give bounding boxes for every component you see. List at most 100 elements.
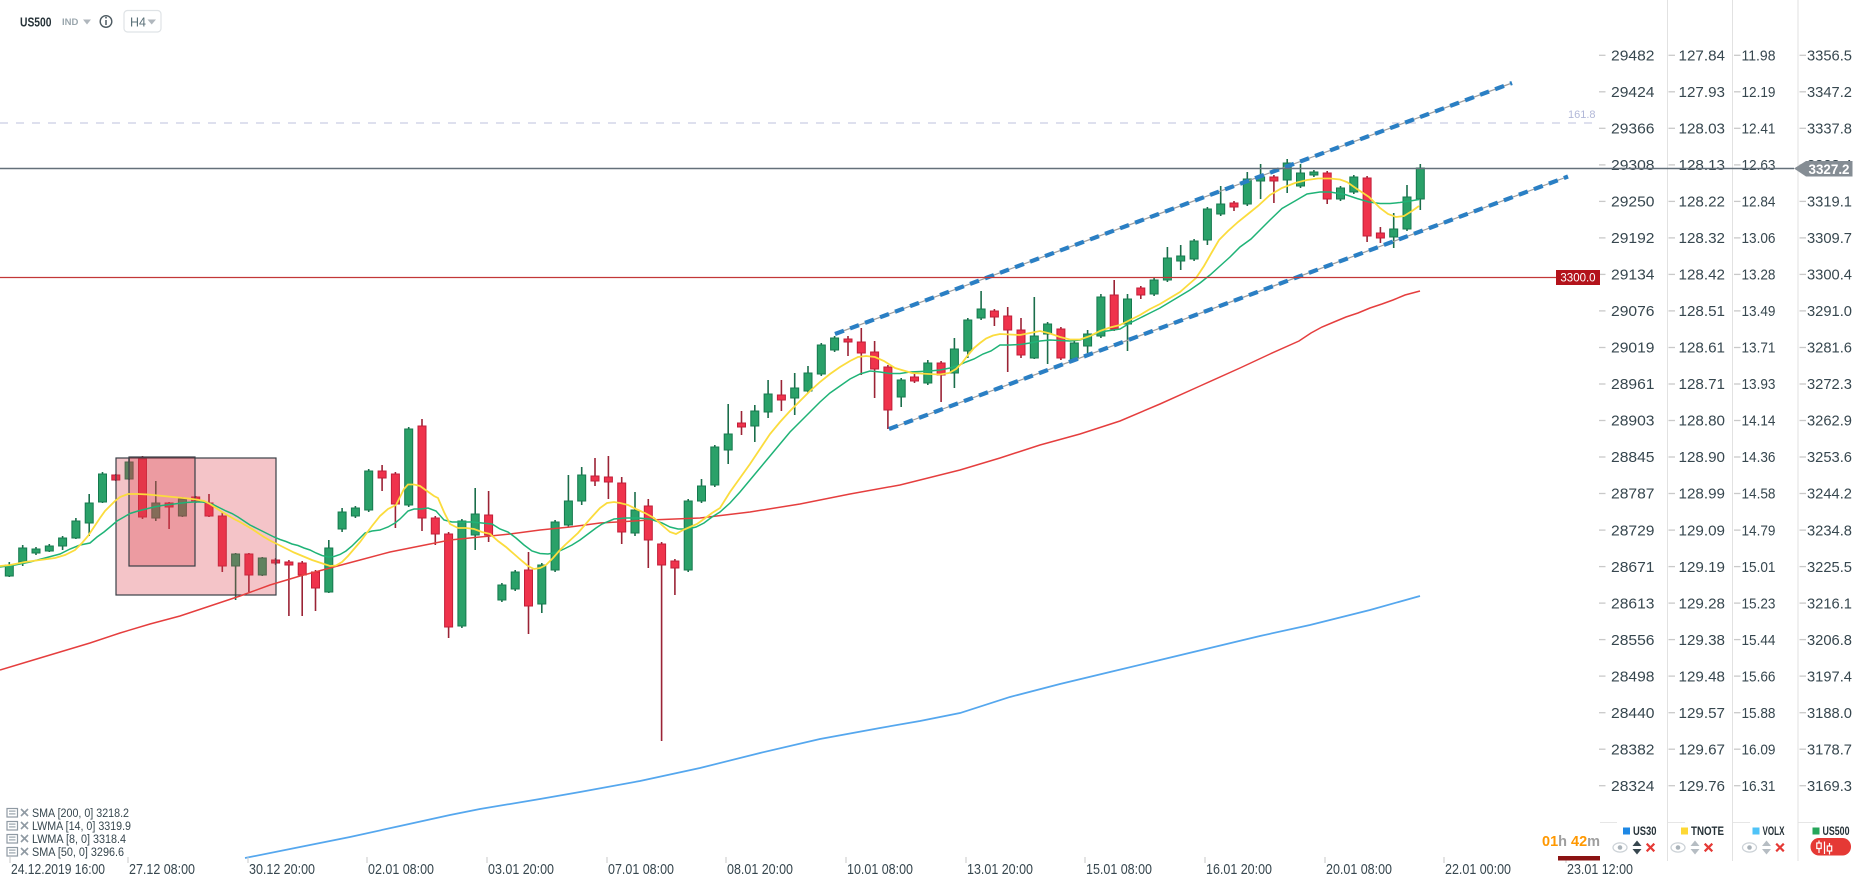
svg-text:128.61: 128.61	[1679, 340, 1726, 357]
svg-text:US500: US500	[1823, 826, 1850, 838]
svg-text:28556: 28556	[1611, 632, 1655, 649]
svg-text:16.01 20:00: 16.01 20:00	[1206, 861, 1272, 878]
svg-text:15.01: 15.01	[1742, 559, 1776, 576]
svg-text:14.79: 14.79	[1742, 522, 1776, 539]
svg-text:12.41: 12.41	[1742, 121, 1776, 138]
svg-text:24.12.2019 16:00: 24.12.2019 16:00	[11, 861, 105, 878]
svg-text:SMA [200, 0] 3218.2: SMA [200, 0] 3218.2	[32, 808, 129, 820]
svg-text:28787: 28787	[1611, 486, 1655, 503]
svg-text:128.51: 128.51	[1679, 303, 1726, 320]
svg-text:129.28: 129.28	[1679, 595, 1726, 612]
svg-text:129.57: 129.57	[1679, 705, 1726, 722]
svg-text:127.84: 127.84	[1679, 48, 1726, 65]
svg-text:01h 42m: 01h 42m	[1542, 834, 1600, 850]
svg-text:11.98: 11.98	[1742, 48, 1776, 65]
svg-text:02.01 08:00: 02.01 08:00	[368, 861, 434, 878]
svg-text:16.09: 16.09	[1742, 741, 1776, 758]
svg-text:128.13: 128.13	[1679, 157, 1726, 174]
svg-text:128.71: 128.71	[1679, 376, 1726, 393]
svg-text:28613: 28613	[1611, 595, 1655, 612]
svg-text:3300.0: 3300.0	[1560, 273, 1595, 285]
svg-text:3337.8: 3337.8	[1807, 121, 1852, 138]
svg-text:129.38: 129.38	[1679, 632, 1726, 649]
svg-text:3178.7: 3178.7	[1807, 741, 1852, 758]
svg-text:129.76: 129.76	[1679, 778, 1726, 795]
svg-text:13.49: 13.49	[1742, 303, 1776, 320]
svg-text:29424: 29424	[1611, 84, 1655, 101]
svg-text:LWMA [8, 0] 3318.4: LWMA [8, 0] 3318.4	[32, 834, 127, 846]
svg-text:28324: 28324	[1611, 778, 1655, 795]
svg-text:129.48: 129.48	[1679, 668, 1726, 685]
svg-text:LWMA [14, 0] 3319.9: LWMA [14, 0] 3319.9	[32, 821, 131, 833]
svg-text:30.12 20:00: 30.12 20:00	[249, 861, 315, 878]
svg-text:H4: H4	[130, 16, 146, 30]
svg-text:28729: 28729	[1611, 522, 1655, 539]
svg-text:129.67: 129.67	[1679, 741, 1726, 758]
svg-text:12.63: 12.63	[1742, 157, 1776, 174]
svg-text:28845: 28845	[1611, 449, 1655, 466]
svg-text:129.09: 129.09	[1679, 522, 1726, 539]
svg-text:3244.2: 3244.2	[1807, 486, 1852, 503]
svg-text:20.01 08:00: 20.01 08:00	[1326, 861, 1392, 878]
svg-text:03.01 20:00: 03.01 20:00	[488, 861, 554, 878]
svg-text:3188.0: 3188.0	[1807, 705, 1852, 722]
svg-text:13.93: 13.93	[1742, 376, 1776, 393]
svg-text:13.01 20:00: 13.01 20:00	[967, 861, 1033, 878]
svg-text:28961: 28961	[1611, 376, 1655, 393]
svg-text:128.32: 128.32	[1679, 230, 1726, 247]
svg-text:128.42: 128.42	[1679, 267, 1726, 284]
svg-text:128.90: 128.90	[1679, 449, 1726, 466]
svg-text:28671: 28671	[1611, 559, 1655, 576]
svg-text:3216.1: 3216.1	[1807, 595, 1852, 612]
svg-text:3169.3: 3169.3	[1807, 778, 1852, 795]
svg-text:3206.8: 3206.8	[1807, 632, 1852, 649]
svg-text:3309.7: 3309.7	[1807, 230, 1852, 247]
svg-text:28498: 28498	[1611, 668, 1655, 685]
svg-text:08.01 20:00: 08.01 20:00	[727, 861, 793, 878]
svg-text:14.36: 14.36	[1742, 449, 1776, 466]
svg-text:15.23: 15.23	[1742, 595, 1776, 612]
svg-text:12.19: 12.19	[1742, 84, 1776, 101]
svg-text:23.01 12:00: 23.01 12:00	[1567, 861, 1633, 878]
svg-text:28903: 28903	[1611, 413, 1655, 430]
svg-text:29250: 29250	[1611, 194, 1655, 211]
svg-text:3197.4: 3197.4	[1807, 668, 1852, 685]
svg-text:15.01 08:00: 15.01 08:00	[1086, 861, 1152, 878]
svg-text:3327.2: 3327.2	[1809, 162, 1850, 177]
svg-text:29308: 29308	[1611, 157, 1655, 174]
svg-text:US500: US500	[20, 15, 52, 30]
svg-text:29076: 29076	[1611, 303, 1655, 320]
svg-text:29482: 29482	[1611, 48, 1655, 65]
svg-text:14.58: 14.58	[1742, 486, 1776, 503]
svg-text:3291.0: 3291.0	[1807, 303, 1852, 320]
svg-text:161.8: 161.8	[1568, 109, 1596, 121]
svg-text:3272.3: 3272.3	[1807, 376, 1852, 393]
svg-text:128.22: 128.22	[1679, 194, 1726, 211]
svg-text:13.06: 13.06	[1742, 230, 1776, 247]
svg-text:128.99: 128.99	[1679, 486, 1726, 503]
svg-text:3262.9: 3262.9	[1807, 413, 1852, 430]
svg-text:3253.6: 3253.6	[1807, 449, 1852, 466]
svg-text:07.01 08:00: 07.01 08:00	[608, 861, 674, 878]
svg-text:3281.6: 3281.6	[1807, 340, 1852, 357]
svg-text:TNOTE: TNOTE	[1691, 826, 1724, 838]
svg-text:29019: 29019	[1611, 340, 1655, 357]
svg-text:128.80: 128.80	[1679, 413, 1726, 430]
svg-text:14.14: 14.14	[1742, 413, 1776, 430]
svg-text:10.01 08:00: 10.01 08:00	[847, 861, 913, 878]
svg-text:3225.5: 3225.5	[1807, 559, 1852, 576]
svg-text:13.71: 13.71	[1742, 340, 1776, 357]
svg-text:15.88: 15.88	[1742, 705, 1776, 722]
svg-text:22.01 00:00: 22.01 00:00	[1445, 861, 1511, 878]
svg-text:127.93: 127.93	[1679, 84, 1726, 101]
svg-text:15.66: 15.66	[1742, 668, 1776, 685]
svg-text:28440: 28440	[1611, 705, 1655, 722]
svg-text:3300.4: 3300.4	[1807, 267, 1852, 284]
svg-text:128.03: 128.03	[1679, 121, 1726, 138]
svg-text:VOLX: VOLX	[1763, 826, 1785, 838]
svg-text:13.28: 13.28	[1742, 267, 1776, 284]
svg-text:29134: 29134	[1611, 267, 1655, 284]
svg-text:29192: 29192	[1611, 230, 1655, 247]
svg-text:27.12 08:00: 27.12 08:00	[129, 861, 195, 878]
svg-text:29366: 29366	[1611, 121, 1655, 138]
